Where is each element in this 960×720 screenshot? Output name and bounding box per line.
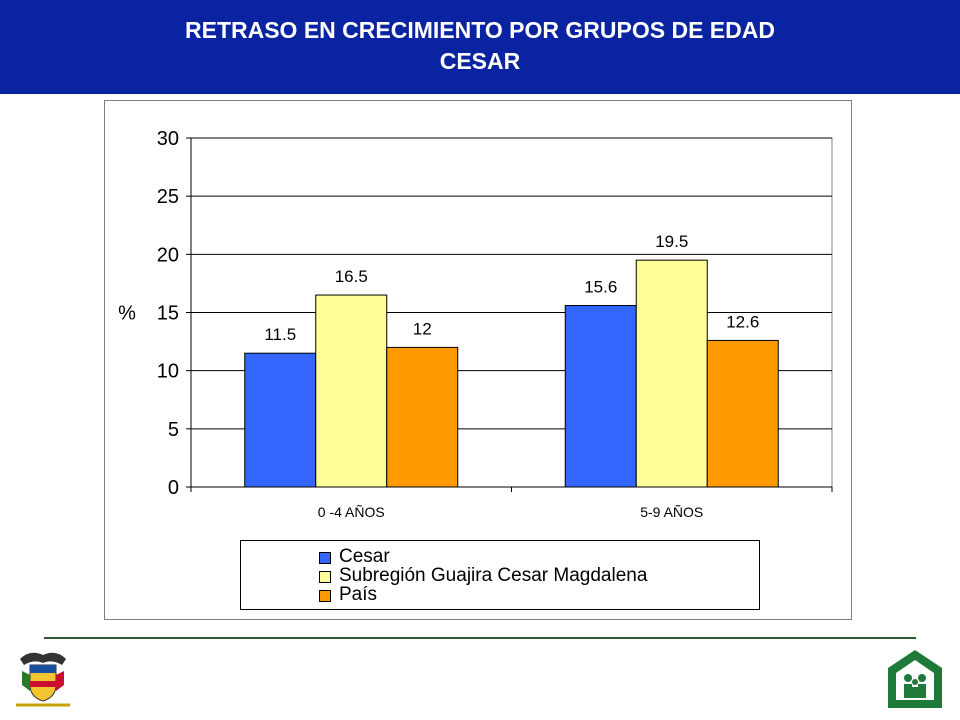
legend-label: País xyxy=(339,584,378,605)
data-label: 12 xyxy=(413,319,432,338)
chart-frame: 0 5 10 15 20 25 30% 11.5 16.5 12 0 -4 AÑOS 15.6 19.5… xyxy=(104,100,852,620)
data-label: 15.6 xyxy=(584,278,617,297)
bar xyxy=(315,294,388,488)
page-title-line2: CESAR xyxy=(439,48,521,74)
bar-chart: 0 5 10 15 20 25 30% 11.5 16.5 12 0 -4 AÑOS 15.6 19.5… xyxy=(118,128,833,520)
legend-label: Subregión Guajira Cesar Magdalena xyxy=(339,565,648,586)
coat-of-arms-logo xyxy=(16,652,70,707)
y-tick-label: 5 xyxy=(168,419,179,441)
bar xyxy=(635,259,708,488)
title-bar: RETRASO EN CRECIMIENTO POR GRUPOS DE EDA… xyxy=(0,0,960,94)
data-label: 19.5 xyxy=(655,232,688,251)
y-tick-label: 30 xyxy=(157,128,179,150)
data-label: 16.5 xyxy=(335,267,368,286)
y-tick-label: 25 xyxy=(157,186,179,208)
bar xyxy=(706,339,779,488)
y-tick-label: 20 xyxy=(157,244,179,266)
y-tick-label: 0 xyxy=(168,477,179,499)
legend-swatch xyxy=(319,590,331,602)
chart-legend: Cesar Subregión Guajira Cesar Magdalena … xyxy=(240,540,760,610)
x-tick-label: 0 -4 AÑOS xyxy=(318,504,385,520)
footer-divider xyxy=(44,637,916,639)
y-tick-label: 10 xyxy=(157,361,179,383)
ministry-logo xyxy=(888,650,942,708)
legend-swatch xyxy=(319,571,331,583)
bar xyxy=(244,352,317,488)
data-label: 12.6 xyxy=(726,312,759,331)
y-axis-label: % xyxy=(118,303,136,325)
y-tick-label: 15 xyxy=(157,303,179,325)
legend-label: Cesar xyxy=(339,546,390,567)
page-title-line1: RETRASO EN CRECIMIENTO POR GRUPOS DE EDA… xyxy=(185,17,775,43)
legend-swatch xyxy=(319,552,331,564)
bar xyxy=(386,346,459,488)
x-tick-label: 5-9 AÑOS xyxy=(640,504,703,520)
bar xyxy=(564,305,637,488)
data-label: 11.5 xyxy=(264,325,296,344)
